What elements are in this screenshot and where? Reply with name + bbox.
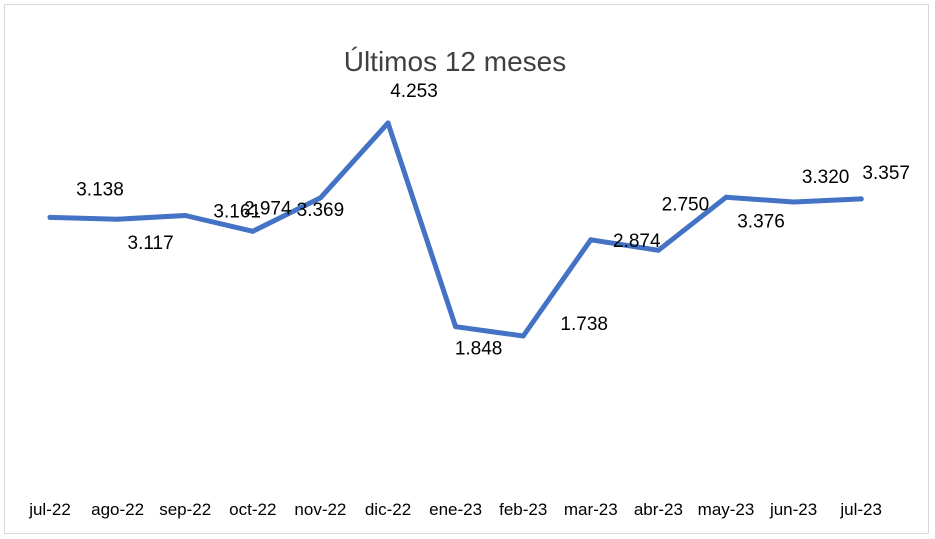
data-point-mar-23 [588, 237, 594, 243]
x-tick-label-nov-22: nov-22 [294, 500, 346, 519]
data-point-may-23 [723, 194, 729, 200]
x-tick-label-dic-22: dic-22 [365, 500, 411, 519]
data-label-sep-22: 3.161 [213, 202, 261, 223]
data-label-jul-23: 3.357 [862, 163, 910, 184]
data-point-jul-22 [47, 214, 53, 220]
data-label-feb-23: 1.738 [560, 314, 608, 335]
data-point-jul-23 [858, 196, 864, 202]
x-tick-label-abr-23: abr-23 [634, 500, 683, 519]
x-tick-label-jul-22: jul-22 [28, 500, 71, 519]
series-layer [47, 120, 864, 339]
data-label-oct-22: 2.974 [244, 198, 292, 219]
data-label-abr-23: 2.750 [662, 194, 710, 215]
x-tick-label-sep-22: sep-22 [159, 500, 211, 519]
data-label-jun-23: 3.320 [802, 167, 850, 188]
data-label-ago-22: 3.117 [128, 233, 174, 254]
x-tick-label-ene-23: ene-23 [429, 500, 482, 519]
x-tick-label-mar-23: mar-23 [564, 500, 618, 519]
data-point-ene-23 [453, 324, 459, 330]
chart-title: Últimos 12 meses [344, 46, 567, 77]
data-point-abr-23 [655, 247, 661, 253]
data-label-dic-22: 4.253 [390, 81, 438, 102]
x-tick-label-ago-22: ago-22 [91, 500, 144, 519]
data-label-nov-22: 3.369 [297, 200, 345, 221]
x-tick-label-feb-23: feb-23 [499, 500, 547, 519]
data-point-oct-22 [250, 228, 256, 234]
data-point-nov-22 [317, 195, 323, 201]
chart-frame [4, 4, 929, 534]
data-point-feb-23 [520, 333, 526, 339]
data-label-mar-23: 2.874 [613, 231, 661, 252]
data-point-jun-23 [791, 199, 797, 205]
data-point-sep-22 [182, 212, 188, 218]
data-label-jul-22: 3.138 [76, 179, 124, 200]
x-tick-label-oct-22: oct-22 [229, 500, 276, 519]
x-tick-label-jul-23: jul-23 [839, 500, 882, 519]
x-axis-tick-labels: jul-22 ago-22 sep-22 oct-22 nov-22 dic-22 ene-… [28, 500, 882, 519]
x-tick-label-jun-23: jun-23 [769, 500, 817, 519]
x-tick-label-may-23: may-23 [698, 500, 755, 519]
data-label-ene-23: 1.848 [455, 339, 503, 360]
data-label-may-23: 3.376 [737, 211, 785, 232]
data-point-dic-22 [385, 120, 391, 126]
data-point-ago-22 [115, 216, 121, 222]
